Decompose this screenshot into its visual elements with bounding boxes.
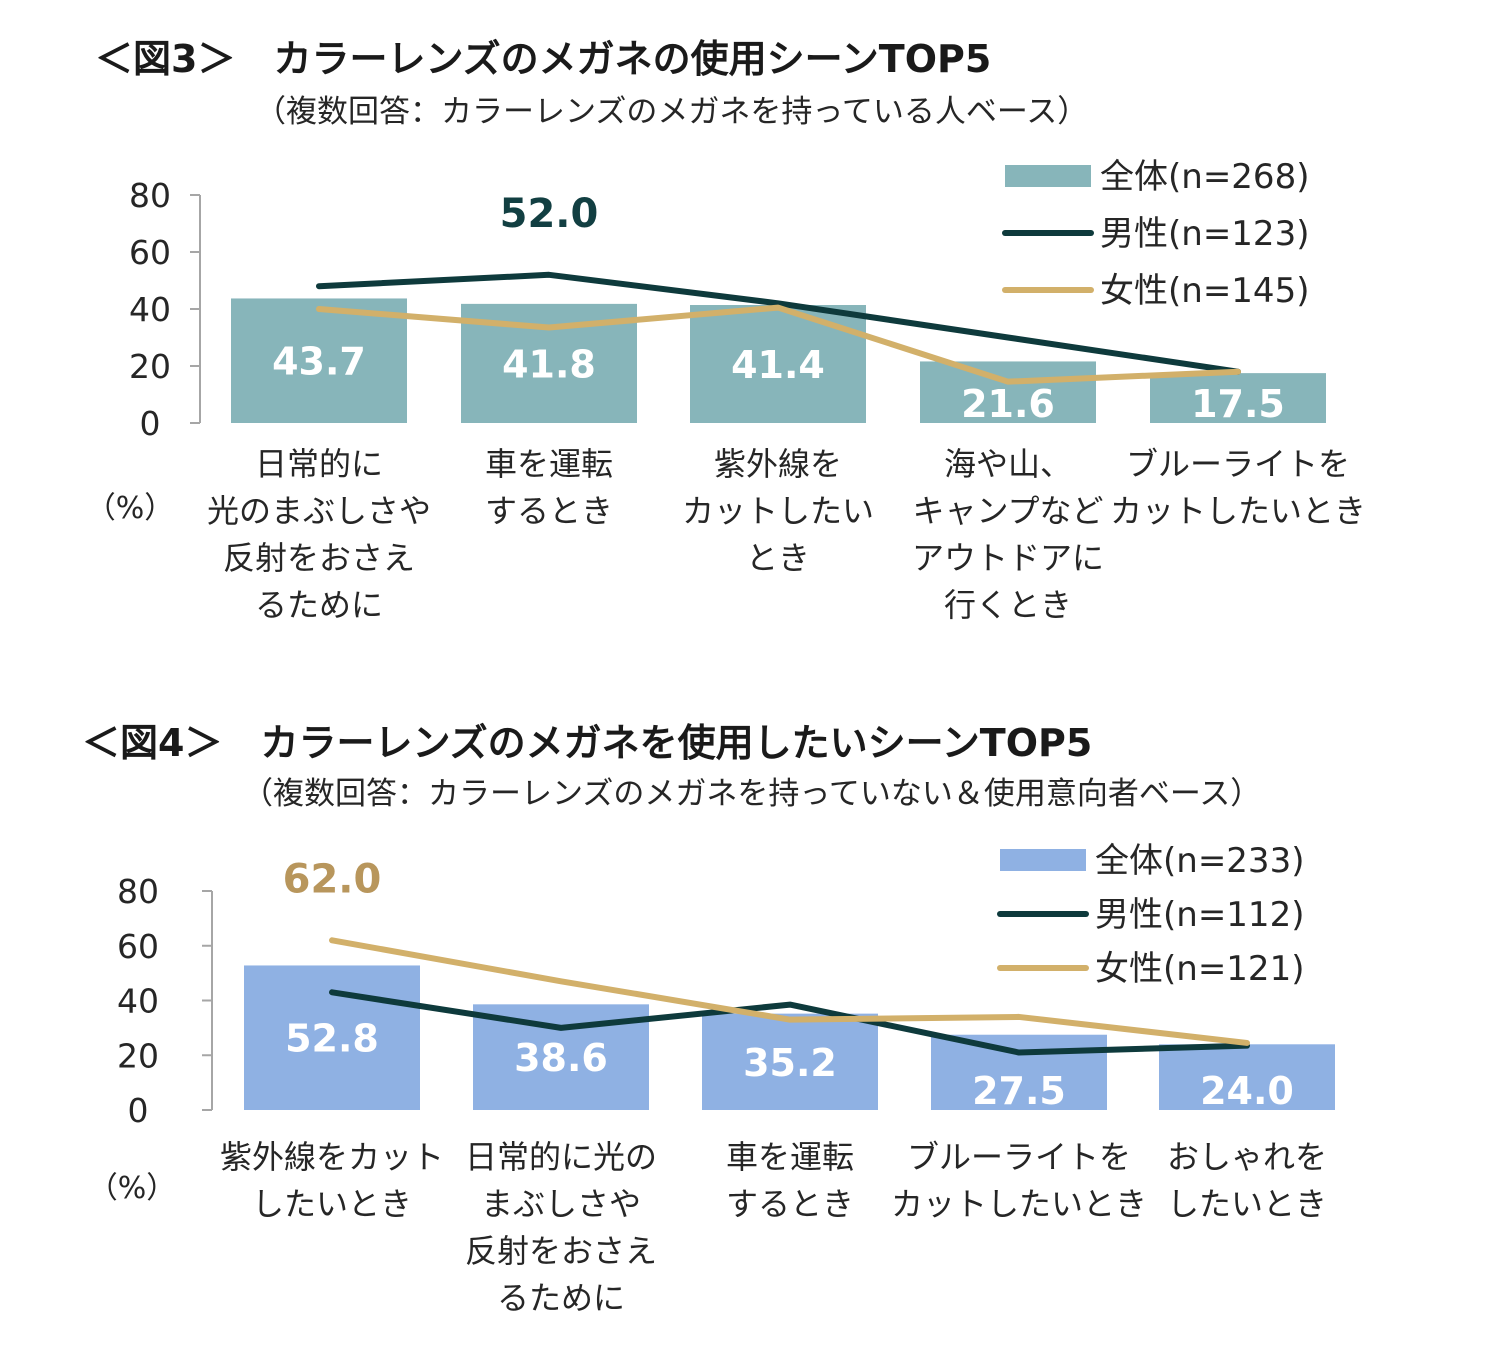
fig4-y-tick-label: 40: [117, 982, 159, 1021]
fig3-category-label: 紫外線を: [714, 445, 842, 483]
fig4-bar-value-label: 27.5: [972, 1069, 1066, 1113]
figure4-title: ＜図4＞ カラーレンズのメガネを使用したいシーンTOP5: [82, 721, 1093, 765]
fig4-category-label: ブルーライトを: [907, 1138, 1131, 1176]
fig4-category-label: カットしたいとき: [891, 1185, 1147, 1223]
fig3-y-tick-label: 20: [129, 347, 171, 386]
fig3-category-label: するとき: [485, 492, 613, 530]
fig4-category-label: するとき: [726, 1185, 854, 1223]
fig3-legend-swatch-bar: [1005, 165, 1091, 187]
fig3-category-label: 日常的に: [255, 445, 383, 483]
fig3-line-female: [316, 304, 1241, 385]
fig4-y-tick-label: 0: [128, 1091, 149, 1130]
fig4-legend-label: 全体(n=233): [1095, 841, 1304, 881]
fig4-y-tick-label: 80: [117, 872, 159, 911]
fig4-bar-value-label: 35.2: [743, 1041, 837, 1085]
fig4-category-label: したいとき: [252, 1185, 412, 1223]
fig3-legend-label: 女性(n=145): [1100, 271, 1309, 311]
fig4-category-label: 日常的に光の: [465, 1138, 657, 1176]
fig4-y-tick-label: 20: [117, 1036, 159, 1075]
fig4-legend-label: 女性(n=121): [1095, 949, 1304, 989]
fig3-line-male: [316, 271, 1241, 375]
fig4-category-label: るために: [497, 1279, 625, 1317]
fig3-category-label: 車を運転: [485, 445, 613, 483]
fig4-highlight-value: 62.0: [283, 856, 382, 902]
fig3-y-tick-label: 80: [129, 176, 171, 215]
fig4-category-label: まぶしさや: [481, 1185, 641, 1223]
fig4-bar-value-label: 24.0: [1200, 1069, 1294, 1113]
fig3-category-label: カットしたいとき: [1110, 492, 1366, 530]
fig4-category-label: 反射をおさえ: [465, 1232, 657, 1270]
fig4-category-label: 車を運転: [726, 1138, 854, 1176]
fig4-category-label: 紫外線をカット: [220, 1138, 444, 1176]
fig3-highlight-value: 52.0: [500, 191, 599, 237]
fig4-category-label: おしゃれを: [1167, 1138, 1327, 1176]
fig3-category-label: とき: [746, 539, 810, 577]
fig3-bar-value-label: 43.7: [272, 340, 366, 384]
fig3-bar: [920, 361, 1096, 423]
fig4-y-tick-label: 60: [117, 927, 159, 966]
fig3-category-label: 反射をおさえ: [223, 539, 415, 577]
fig3-category-label: 光のまぶしさや: [207, 492, 431, 530]
fig3-category-label: カットしたい: [682, 492, 874, 530]
fig3-bar-value-label: 21.6: [961, 382, 1055, 426]
fig3-bar-value-label: 17.5: [1191, 382, 1285, 426]
fig3-bar-value-label: 41.8: [502, 342, 596, 386]
fig3-category-label: るために: [255, 586, 383, 624]
fig4-legend-label: 男性(n=112): [1095, 895, 1304, 935]
fig3-legend-label: 全体(n=268): [1100, 157, 1309, 197]
fig3-category-label: キャンプなど: [912, 492, 1103, 530]
fig4-legend-swatch-bar: [1000, 849, 1086, 871]
fig4-line-female: [329, 937, 1250, 1046]
fig4-bar: [931, 1034, 1107, 1110]
fig3-category-label: 行くとき: [944, 586, 1072, 624]
fig3-category-label: アウトドアに: [912, 539, 1104, 577]
figure4-subtitle: （複数回答：カラーレンズのメガネを持っていない＆使用意向者ベース）: [242, 776, 1262, 812]
fig4-unit-label: （%）: [88, 1171, 177, 1206]
fig4-bar-value-label: 52.8: [285, 1017, 379, 1061]
fig3-category-label: ブルーライトを: [1126, 445, 1350, 483]
fig4-category-label: したいとき: [1167, 1185, 1327, 1223]
fig3-y-tick-label: 40: [129, 290, 171, 329]
fig3-y-tick-label: 0: [140, 404, 161, 443]
fig4-bar: [1159, 1044, 1335, 1110]
fig4-line-male: [329, 989, 1250, 1056]
fig3-y-tick-label: 60: [129, 233, 171, 272]
fig3-bar: [1150, 373, 1326, 423]
fig3-bar-value-label: 41.4: [731, 343, 825, 387]
fig3-unit-label: （%）: [86, 491, 175, 526]
figure3-subtitle: （複数回答：カラーレンズのメガネを持っている人ベース）: [255, 94, 1089, 130]
figure3-title: ＜図3＞ カラーレンズのメガネの使用シーンTOP5: [95, 37, 992, 81]
fig3-category-label: 海や山、: [944, 445, 1072, 483]
fig3-bar: [231, 298, 407, 423]
fig4-bar-value-label: 38.6: [514, 1036, 608, 1080]
fig3-legend-label: 男性(n=123): [1100, 214, 1309, 254]
fig4-bar: [702, 1013, 878, 1110]
